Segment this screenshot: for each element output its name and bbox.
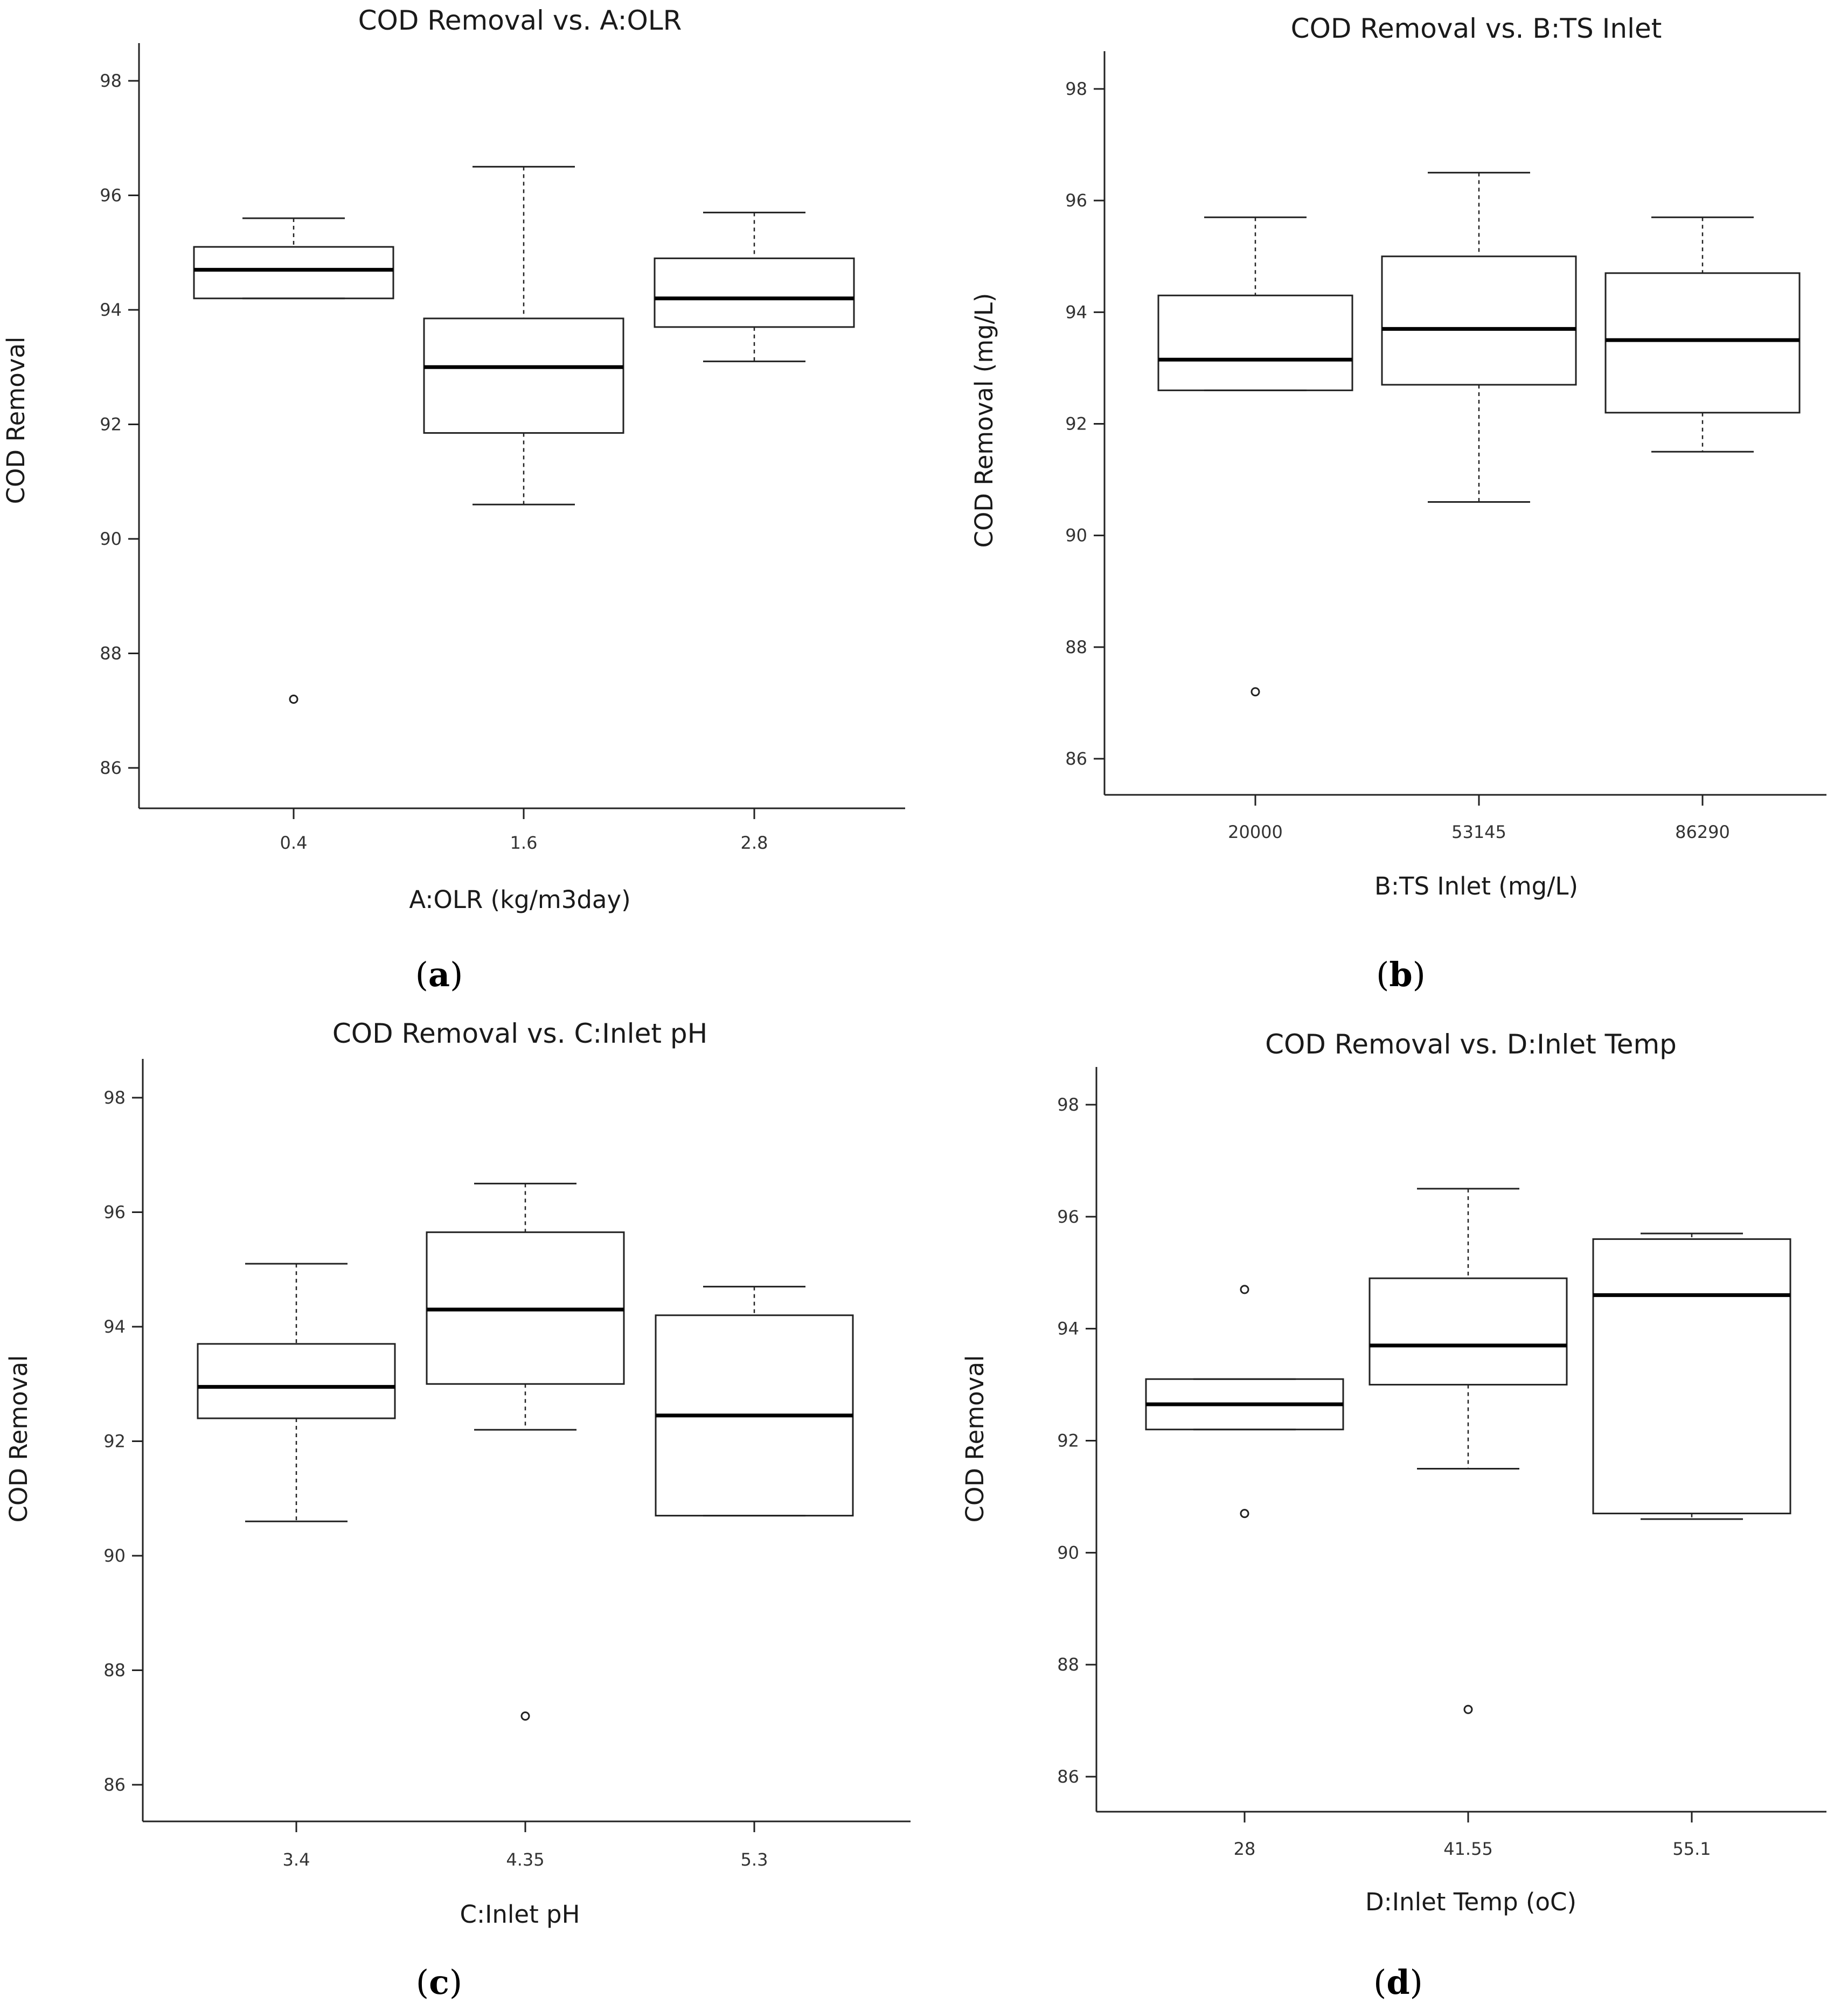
x-tick-label: 28 bbox=[1234, 1839, 1256, 1859]
y-tick-label: 92 bbox=[1057, 1431, 1079, 1451]
y-axis-label: COD Removal bbox=[2, 337, 30, 504]
panel-label-letter: a bbox=[428, 955, 450, 994]
panel-label: (a) bbox=[415, 955, 463, 994]
box-iqr bbox=[1368, 1277, 1568, 1386]
panel-label-letter: c bbox=[429, 1963, 449, 2002]
x-tick-label: 2.8 bbox=[741, 833, 768, 853]
x-axis-label: C:Inlet pH bbox=[460, 1900, 580, 1929]
y-tick-label: 94 bbox=[103, 1316, 126, 1337]
box-4.35 bbox=[426, 1182, 625, 1721]
y-tick-label: 98 bbox=[103, 1087, 126, 1108]
outlier-point bbox=[1463, 1704, 1473, 1714]
box-3.4 bbox=[197, 1263, 396, 1522]
y-tick-label: 90 bbox=[103, 1545, 126, 1566]
y-tick-label: 88 bbox=[1057, 1654, 1079, 1675]
y-axis-label: COD Removal bbox=[961, 1355, 989, 1523]
box-1.6 bbox=[423, 165, 624, 505]
box-2.8 bbox=[654, 211, 855, 363]
x-axis-label: D:Inlet Temp (oC) bbox=[1365, 1888, 1576, 1916]
y-tick-label: 86 bbox=[1065, 748, 1087, 769]
y-tick-label: 96 bbox=[1057, 1207, 1079, 1227]
box-iqr bbox=[197, 1343, 396, 1419]
panel-label: (c) bbox=[416, 1963, 462, 2002]
y-tick-label: 98 bbox=[100, 71, 122, 91]
y-axis-label: COD Removal (mg/L) bbox=[970, 293, 998, 548]
outlier-point bbox=[1240, 1285, 1249, 1294]
x-tick-label: 20000 bbox=[1228, 822, 1283, 842]
y-tick-label: 90 bbox=[1065, 525, 1087, 546]
chart-title: COD Removal vs. A:OLR bbox=[358, 5, 682, 36]
y-tick-label: 88 bbox=[1065, 637, 1087, 657]
outlier-point bbox=[289, 695, 298, 704]
box-20000 bbox=[1157, 216, 1353, 697]
chart-title: COD Removal vs. D:Inlet Temp bbox=[1265, 1029, 1677, 1060]
x-tick-label: 55.1 bbox=[1672, 1839, 1711, 1859]
box-41.55 bbox=[1368, 1188, 1568, 1714]
x-tick-label: 86290 bbox=[1675, 822, 1730, 842]
x-tick-label: 1.6 bbox=[510, 833, 538, 853]
y-tick-label: 98 bbox=[1057, 1094, 1079, 1115]
y-tick-label: 88 bbox=[103, 1660, 126, 1681]
x-tick-label: 5.3 bbox=[741, 1849, 768, 1870]
box-iqr bbox=[193, 246, 394, 300]
chart-panel-b: COD Removal vs. B:TS Inlet 86 88 90 92 94 96 98… bbox=[970, 13, 1826, 994]
x-tick-label: 0.4 bbox=[280, 833, 308, 853]
y-tick-label: 86 bbox=[1057, 1766, 1079, 1787]
y-tick-label: 94 bbox=[1057, 1319, 1079, 1339]
box-iqr bbox=[423, 317, 624, 434]
y-tick-label: 92 bbox=[100, 414, 122, 435]
panel-label-letter: d bbox=[1386, 1963, 1409, 2002]
box-iqr bbox=[1592, 1238, 1791, 1515]
x-tick-label: 3.4 bbox=[283, 1849, 310, 1870]
x-tick-label: 4.35 bbox=[506, 1849, 544, 1870]
x-axis-label: B:TS Inlet (mg/L) bbox=[1374, 872, 1578, 900]
chart-panel-c: COD Removal vs. C:Inlet pH 86 88 90 92 94 96 98… bbox=[4, 1018, 911, 2002]
outlier-point bbox=[1250, 687, 1260, 697]
y-tick-label: 90 bbox=[1057, 1542, 1079, 1563]
y-tick-label: 90 bbox=[100, 529, 122, 549]
chart-title: COD Removal vs. B:TS Inlet bbox=[1291, 13, 1662, 44]
box-86290 bbox=[1604, 216, 1801, 453]
x-axis-label: A:OLR (kg/m3day) bbox=[409, 885, 630, 914]
box-5.3 bbox=[655, 1286, 854, 1517]
x-tick-label: 41.55 bbox=[1443, 1839, 1493, 1859]
x-tick-label: 53145 bbox=[1451, 822, 1506, 842]
y-tick-label: 86 bbox=[100, 758, 122, 778]
y-tick-label: 96 bbox=[1065, 190, 1087, 211]
y-tick-label: 92 bbox=[1065, 414, 1087, 434]
y-tick-label: 96 bbox=[100, 185, 122, 206]
panel-label: (b) bbox=[1376, 955, 1426, 994]
panel-label-letter: b bbox=[1389, 955, 1412, 994]
y-tick-label: 94 bbox=[100, 300, 122, 320]
box-iqr bbox=[1381, 255, 1577, 386]
box-iqr bbox=[1604, 272, 1801, 414]
y-tick-label: 96 bbox=[103, 1202, 126, 1223]
box-53145 bbox=[1381, 171, 1577, 503]
chart-title: COD Removal vs. C:Inlet pH bbox=[332, 1018, 707, 1049]
box-28 bbox=[1145, 1285, 1344, 1519]
outlier-point bbox=[1240, 1509, 1249, 1519]
box-55.1 bbox=[1592, 1232, 1791, 1520]
y-axis-label: COD Removal bbox=[4, 1355, 33, 1523]
y-tick-label: 86 bbox=[103, 1775, 126, 1795]
chart-panel-a: COD Removal vs. A:OLR 86 88 90 92 94 96 98 COD R… bbox=[2, 5, 905, 994]
outlier-point bbox=[520, 1711, 530, 1721]
box-iqr bbox=[1157, 294, 1353, 391]
box-0.4 bbox=[193, 217, 394, 704]
y-tick-label: 98 bbox=[1065, 79, 1087, 99]
chart-panel-d: COD Removal vs. D:Inlet Temp 86 88 90 92 94 96… bbox=[961, 1029, 1826, 2002]
panel-label: (d) bbox=[1373, 1963, 1423, 2002]
y-tick-label: 88 bbox=[100, 643, 122, 664]
box-iqr bbox=[654, 257, 855, 328]
y-tick-label: 94 bbox=[1065, 302, 1087, 322]
y-tick-label: 92 bbox=[103, 1431, 126, 1452]
